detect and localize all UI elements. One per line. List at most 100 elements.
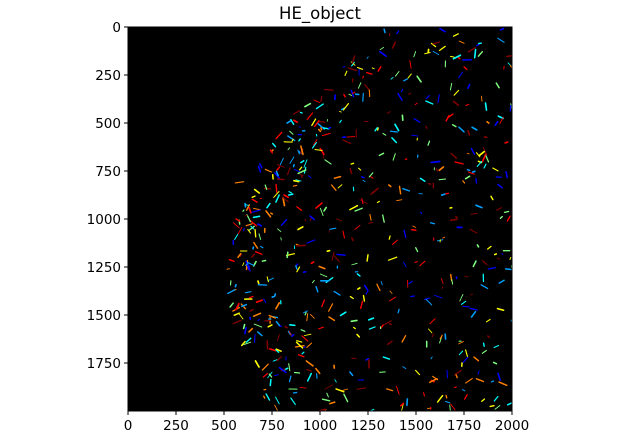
object-mark xyxy=(352,326,356,330)
object-mark xyxy=(232,319,242,325)
object-mark xyxy=(465,378,473,384)
object-mark xyxy=(261,363,269,371)
object-mark xyxy=(324,384,333,390)
object-mark xyxy=(391,137,398,144)
object-mark xyxy=(368,172,374,178)
object-mark xyxy=(272,358,279,362)
object-mark xyxy=(496,307,505,311)
object-mark xyxy=(454,161,464,165)
object-mark xyxy=(282,196,286,207)
object-mark xyxy=(366,56,369,59)
object-mark xyxy=(462,305,470,308)
object-mark xyxy=(306,112,314,121)
object-mark xyxy=(252,312,262,317)
object-mark xyxy=(383,28,386,34)
y-tick-label: 1500 xyxy=(87,308,121,324)
object-mark xyxy=(240,340,246,347)
object-mark xyxy=(293,110,301,115)
object-mark xyxy=(323,88,334,91)
x-tick-label: 0 xyxy=(124,418,133,434)
object-mark xyxy=(376,127,379,131)
object-mark xyxy=(251,209,261,213)
object-mark xyxy=(403,78,408,82)
object-mark xyxy=(425,298,433,306)
object-mark xyxy=(503,210,510,214)
object-mark xyxy=(476,160,483,168)
object-mark xyxy=(410,295,416,298)
object-mark xyxy=(498,279,505,284)
object-mark xyxy=(464,175,471,180)
x-tick-label: 1000 xyxy=(303,418,337,434)
x-tick-label: 250 xyxy=(163,418,189,434)
object-mark xyxy=(349,371,354,377)
object-mark xyxy=(269,378,272,387)
object-mark xyxy=(255,299,264,304)
object-mark xyxy=(497,183,504,189)
object-mark xyxy=(315,103,324,110)
object-mark xyxy=(296,266,301,273)
object-mark xyxy=(266,340,269,350)
object-mark xyxy=(419,177,426,182)
object-mark xyxy=(297,226,304,231)
object-mark xyxy=(315,285,319,293)
object-mark xyxy=(379,50,387,57)
object-mark xyxy=(234,181,245,184)
object-mark xyxy=(290,397,296,405)
object-mark xyxy=(380,324,384,330)
object-mark xyxy=(281,196,289,203)
object-mark xyxy=(386,111,391,114)
object-mark xyxy=(253,323,263,328)
object-mark xyxy=(430,356,433,360)
object-mark xyxy=(465,103,470,106)
object-mark xyxy=(297,354,305,358)
object-mark xyxy=(470,147,476,156)
object-mark xyxy=(265,210,272,218)
object-mark xyxy=(458,40,465,44)
object-mark xyxy=(275,348,282,352)
object-mark xyxy=(351,357,357,360)
object-mark xyxy=(383,320,392,326)
object-mark xyxy=(298,138,301,142)
y-tick-label: 1250 xyxy=(87,260,121,276)
object-mark xyxy=(273,293,277,297)
x-tick-label: 1750 xyxy=(447,418,481,434)
object-mark xyxy=(469,228,478,234)
object-mark xyxy=(480,284,489,290)
object-mark xyxy=(343,393,349,403)
object-mark xyxy=(361,176,365,179)
object-mark xyxy=(467,129,471,136)
object-mark xyxy=(464,275,469,278)
object-mark xyxy=(300,145,304,156)
object-mark xyxy=(354,224,361,230)
object-mark xyxy=(396,30,400,35)
object-mark xyxy=(430,42,437,48)
object-mark xyxy=(493,345,500,348)
object-mark xyxy=(467,46,476,53)
object-mark xyxy=(304,311,307,316)
object-mark xyxy=(451,279,454,285)
object-mark xyxy=(485,155,490,163)
object-mark xyxy=(391,41,397,49)
object-mark xyxy=(379,46,385,51)
object-mark xyxy=(466,169,471,172)
object-mark xyxy=(286,120,292,124)
object-mark xyxy=(432,41,440,45)
object-mark xyxy=(374,127,378,132)
object-mark xyxy=(248,264,251,272)
object-mark xyxy=(429,318,436,325)
object-mark xyxy=(298,166,303,171)
object-mark xyxy=(394,70,400,77)
object-mark xyxy=(497,372,501,381)
object-mark xyxy=(449,82,453,91)
object-mark xyxy=(495,82,500,89)
object-mark xyxy=(306,239,316,244)
object-mark xyxy=(275,348,280,353)
object-mark xyxy=(318,120,326,123)
object-mark xyxy=(245,203,251,211)
object-mark xyxy=(350,162,355,165)
object-mark xyxy=(477,370,480,376)
object-mark xyxy=(450,152,458,160)
object-mark xyxy=(248,327,254,333)
object-mark xyxy=(233,312,240,316)
object-mark xyxy=(452,54,462,60)
